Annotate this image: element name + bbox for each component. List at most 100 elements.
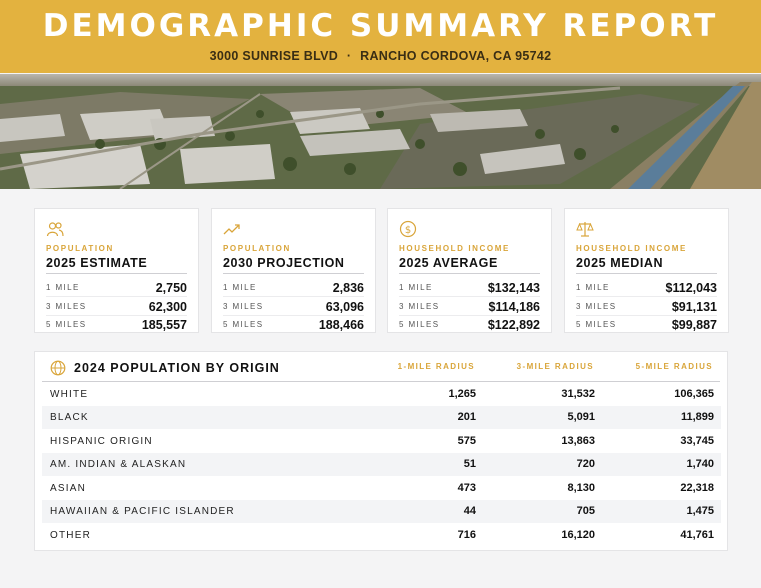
card-heading: 2025 AVERAGE [399,256,498,270]
value-3-mile: 720 [576,458,595,470]
people-icon [46,220,64,238]
value-3-mile: 13,863 [561,435,595,447]
scale-icon [576,220,594,238]
origin-name: BLACK [50,412,89,423]
radius-value: 63,096 [325,300,364,314]
radius-label: 5 MILES [576,320,617,329]
table-row: WHITE 1,265 31,532 106,365 [42,383,721,406]
column-header-5-mile: 5-MILE RADIUS [635,362,713,371]
value-3-mile: 31,532 [561,388,595,400]
radius-label: 1 MILE [399,283,433,292]
radius-value: $99,887 [671,318,717,332]
radius-value: $132,143 [487,281,540,295]
card-divider [223,273,364,274]
aerial-photo [0,74,761,189]
income-average-card: $ HOUSEHOLD INCOME 2025 AVERAGE 1 MILE $1… [387,208,552,333]
radius-value: 2,836 [332,281,364,295]
card-row: 1 MILE $132,143 [399,278,540,297]
card-category: HOUSEHOLD INCOME [399,244,510,253]
globe-icon [50,360,66,376]
table-row: OTHER 716 16,120 41,761 [42,524,721,547]
card-divider [399,273,540,274]
trend-up-icon [223,220,241,238]
origin-name: HISPANIC ORIGIN [50,436,153,447]
table-row: HISPANIC ORIGIN 575 13,863 33,745 [42,430,721,453]
origin-name: ASIAN [50,483,87,494]
value-5-mile: 106,365 [674,388,714,400]
table-row: AM. INDIAN & ALASKAN 51 720 1,740 [42,453,721,476]
value-3-mile: 16,120 [561,529,595,541]
aerial-photo-illustration [0,74,761,189]
value-1-mile: 1,265 [448,388,476,400]
column-header-1-mile: 1-MILE RADIUS [397,362,475,371]
origin-name: HAWAIIAN & PACIFIC ISLANDER [50,506,235,517]
population-estimate-card: POPULATION 2025 ESTIMATE 1 MILE 2,750 3 M… [34,208,199,333]
value-1-mile: 201 [457,411,476,423]
income-median-card: HOUSEHOLD INCOME 2025 MEDIAN 1 MILE $112,… [564,208,729,333]
value-3-mile: 8,130 [567,482,595,494]
table-divider [42,381,720,382]
radius-value: $112,043 [665,281,717,295]
card-category: POPULATION [223,244,291,253]
origin-name: OTHER [50,530,91,541]
radius-label: 5 MILES [223,320,264,329]
value-1-mile: 473 [457,482,476,494]
card-row: 3 MILES 63,096 [223,297,364,316]
report-header: DEMOGRAPHIC SUMMARY REPORT 3000 SUNRISE … [0,0,761,73]
card-row: 5 MILES 185,557 [46,315,187,333]
card-row: 5 MILES $122,892 [399,315,540,333]
value-1-mile: 575 [457,435,476,447]
card-divider [576,273,717,274]
card-row: 1 MILE 2,750 [46,278,187,297]
card-divider [46,273,187,274]
value-1-mile: 44 [463,505,476,517]
card-row: 5 MILES $99,887 [576,315,717,333]
value-5-mile: 41,761 [680,529,714,541]
radius-label: 1 MILE [46,283,80,292]
radius-label: 3 MILES [46,302,87,311]
card-heading: 2025 ESTIMATE [46,256,148,270]
table-title: 2024 POPULATION BY ORIGIN [74,361,280,375]
population-origin-table: 2024 POPULATION BY ORIGIN 1-MILE RADIUS … [34,351,728,551]
column-header-3-mile: 3-MILE RADIUS [516,362,594,371]
radius-value: 185,557 [141,318,187,332]
street-address: 3000 SUNRISE BLVD [209,49,339,63]
value-3-mile: 705 [576,505,595,517]
dollar-icon: $ [399,220,417,238]
radius-label: 1 MILE [223,283,257,292]
report-address: 3000 SUNRISE BLVD · RANCHO CORDOVA, CA 9… [0,49,761,63]
card-heading: 2030 PROJECTION [223,256,345,270]
table-row: HAWAIIAN & PACIFIC ISLANDER 44 705 1,475 [42,500,721,523]
radius-label: 1 MILE [576,283,610,292]
address-separator: · [346,49,352,63]
value-5-mile: 11,899 [680,411,714,423]
radius-value: 188,466 [318,318,364,332]
value-1-mile: 716 [457,529,476,541]
card-row: 5 MILES 188,466 [223,315,364,333]
population-projection-card: POPULATION 2030 PROJECTION 1 MILE 2,836 3… [211,208,376,333]
card-row: 3 MILES $91,131 [576,297,717,316]
report-title: DEMOGRAPHIC SUMMARY REPORT [42,8,719,44]
radius-value: 2,750 [155,281,187,295]
value-1-mile: 51 [463,458,476,470]
card-row: 3 MILES 62,300 [46,297,187,316]
card-category: POPULATION [46,244,114,253]
value-5-mile: 33,745 [680,435,714,447]
radius-label: 3 MILES [399,302,440,311]
origin-name: WHITE [50,389,89,400]
origin-name: AM. INDIAN & ALASKAN [50,459,187,470]
radius-value: $122,892 [487,318,540,332]
radius-value: $91,131 [671,300,717,314]
card-row: 1 MILE $112,043 [576,278,717,297]
radius-label: 3 MILES [223,302,264,311]
city-state-zip: RANCHO CORDOVA, CA 95742 [360,49,552,63]
table-row: BLACK 201 5,091 11,899 [42,406,721,429]
svg-text:$: $ [405,225,411,236]
table-row: ASIAN 473 8,130 22,318 [42,477,721,500]
card-category: HOUSEHOLD INCOME [576,244,687,253]
radius-label: 3 MILES [576,302,617,311]
value-5-mile: 1,475 [686,505,714,517]
value-5-mile: 22,318 [680,482,714,494]
value-5-mile: 1,740 [686,458,714,470]
radius-value: 62,300 [148,300,187,314]
